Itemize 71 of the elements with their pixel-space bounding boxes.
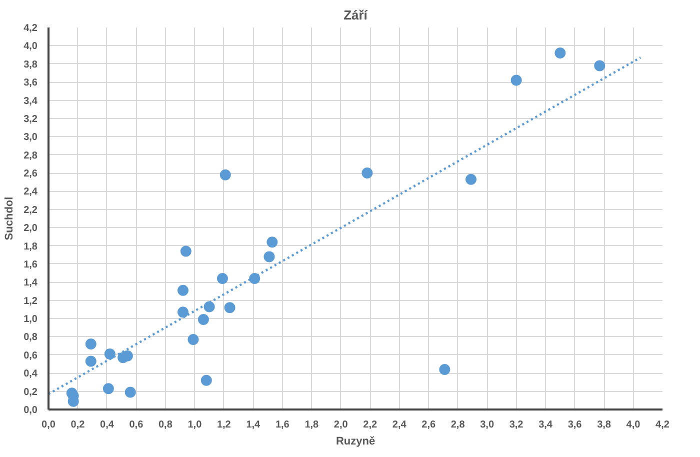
x-tick-label: 2,8 [450,420,466,430]
point [204,301,215,312]
x-tick-label: 1,0 [188,420,202,430]
y-tick-label: 2,8 [24,150,38,162]
chart-title: Září [344,8,368,22]
x-tick-label: 1,4 [246,420,261,430]
y-tick-label: 0,6 [24,350,38,362]
y-tick-label: 2,6 [24,168,38,180]
x-tick-label: 0,2 [70,420,86,430]
y-tick-label: 1,4 [24,278,38,289]
point [104,348,116,360]
x-tick-label: 2,0 [334,420,348,430]
y-tick-label: 0,8 [24,332,38,344]
y-tick-label: 3,4 [24,96,38,107]
x-tick-label: 0,6 [129,420,144,430]
point [85,338,96,350]
y-tick-label: 0,2 [24,386,38,398]
point [188,334,199,345]
point [465,174,476,185]
point [124,386,136,398]
x-tick-label: 1,6 [275,420,290,430]
x-tick-label: 1,2 [216,420,232,430]
x-tick-label: 0,8 [158,420,173,430]
y-tick-label: 3,6 [24,78,38,89]
y-tick-label: 2,2 [24,204,38,216]
x-tick-label: 0,4 [100,420,114,430]
point [224,302,236,314]
point [200,374,212,386]
y-tick-label: 1,2 [24,296,38,307]
y-tick-label: 2,4 [24,186,38,198]
x-tick-label: 3,4 [538,420,553,430]
point [362,168,373,179]
point [264,251,275,262]
x-tick-label: 3,0 [480,420,494,430]
y-tick-label: 1,8 [24,241,38,252]
x-tick-label: 2,6 [422,420,436,430]
point [102,383,114,394]
x-tick-label: 3,6 [568,420,582,430]
x-tick-label: 4,2 [656,420,670,430]
y-tick-label: 3,0 [24,132,38,144]
x-tick-label: 3,8 [597,420,612,430]
x-tick-label: 0,0 [42,420,56,430]
y-tick-label: 3,2 [24,114,38,125]
y-tick-label: 4,2 [24,23,38,34]
y-tick-label: 1,0 [24,314,38,326]
point [439,364,450,375]
y-tick-label: 2,0 [24,223,38,234]
y-tick-label: 4,0 [24,41,38,52]
point [198,314,209,325]
y-axis-title: Suchdol [4,196,16,240]
x-tick-label: 2,2 [363,420,378,430]
point [85,356,96,367]
point [216,273,228,284]
y-tick-label: 0,4 [24,368,38,380]
x-tick-label: 4,0 [626,420,641,430]
point [266,236,278,248]
point [180,246,192,257]
y-tick-label: 1,6 [24,259,38,270]
point [220,169,231,180]
point [177,284,188,296]
point [510,74,522,86]
point [177,306,188,318]
y-tick-label: 3,8 [24,59,38,70]
point [554,47,566,58]
x-tick-label: 2,4 [392,420,407,430]
y-tick-label: 0,0 [24,405,38,416]
x-axis-title: Ruzyně [336,436,376,448]
point [594,60,606,72]
x-tick-label: 3,2 [509,420,524,430]
x-tick-label: 1,8 [304,420,320,430]
point [249,273,260,284]
